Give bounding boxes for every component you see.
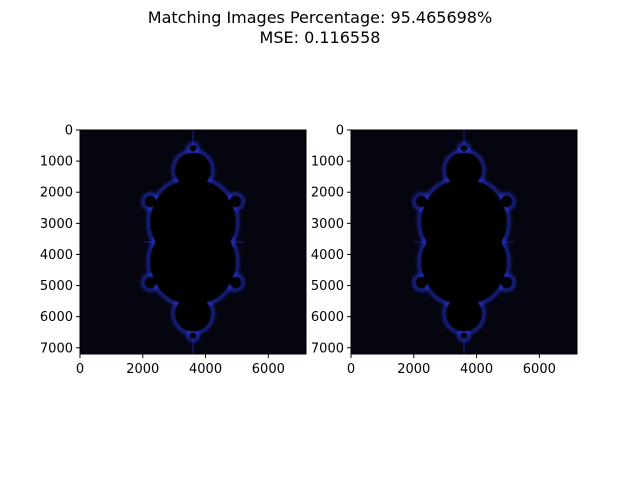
- y-tick-label: 5000: [311, 279, 344, 294]
- x-tick-label: 0: [347, 362, 355, 377]
- y-tick-label: 0: [336, 124, 344, 139]
- axes-frame: [79, 129, 307, 355]
- top-tip-bud: [190, 145, 196, 152]
- y-tick-label: 7000: [40, 341, 73, 356]
- right-lower-bud: [501, 277, 512, 288]
- figure-title-line2: MSE: 0.116558: [259, 28, 381, 47]
- right-upper-bud: [501, 196, 512, 207]
- top-small-bulb: [446, 152, 482, 189]
- top-small-bulb: [175, 152, 211, 189]
- x-tick-label: 4000: [189, 362, 222, 377]
- bottom-small-bulb: [446, 295, 482, 332]
- left-upper-bud: [145, 196, 156, 207]
- top-tip-bud: [461, 145, 467, 152]
- y-tick-label: 7000: [311, 341, 344, 356]
- right-lower-bud: [230, 277, 241, 288]
- y-tick-label: 2000: [311, 186, 344, 201]
- lower-main-bulb: [150, 219, 236, 305]
- y-tick-label: 4000: [311, 248, 344, 263]
- lower-main-bulb: [421, 219, 507, 305]
- left-lower-bud: [416, 277, 427, 288]
- bottom-small-bulb: [175, 295, 211, 332]
- y-tick-label: 6000: [40, 310, 73, 325]
- x-tick-label: 6000: [523, 362, 556, 377]
- x-tick-label: 0: [76, 362, 84, 377]
- y-tick-label: 1000: [311, 155, 344, 170]
- x-tick-label: 2000: [397, 362, 430, 377]
- bottom-tip-bud: [461, 332, 467, 339]
- left-lower-bud: [145, 277, 156, 288]
- y-tick-label: 6000: [311, 310, 344, 325]
- y-tick-label: 3000: [311, 217, 344, 232]
- y-tick-label: 1000: [40, 155, 73, 170]
- y-tick-label: 2000: [40, 186, 73, 201]
- y-tick-label: 4000: [40, 248, 73, 263]
- set-body: [145, 145, 241, 339]
- x-tick-label: 4000: [460, 362, 493, 377]
- bottom-tip-bud: [190, 332, 196, 339]
- x-tick-label: 2000: [126, 362, 159, 377]
- y-tick-label: 0: [65, 124, 73, 139]
- set-body: [416, 145, 512, 339]
- y-tick-label: 3000: [40, 217, 73, 232]
- y-tick-label: 5000: [40, 279, 73, 294]
- left-upper-bud: [416, 196, 427, 207]
- x-tick-label: 6000: [252, 362, 285, 377]
- axes-frame: [350, 129, 578, 355]
- figure-title-line1: Matching Images Percentage: 95.465698%: [147, 8, 493, 27]
- right-upper-bud: [230, 196, 241, 207]
